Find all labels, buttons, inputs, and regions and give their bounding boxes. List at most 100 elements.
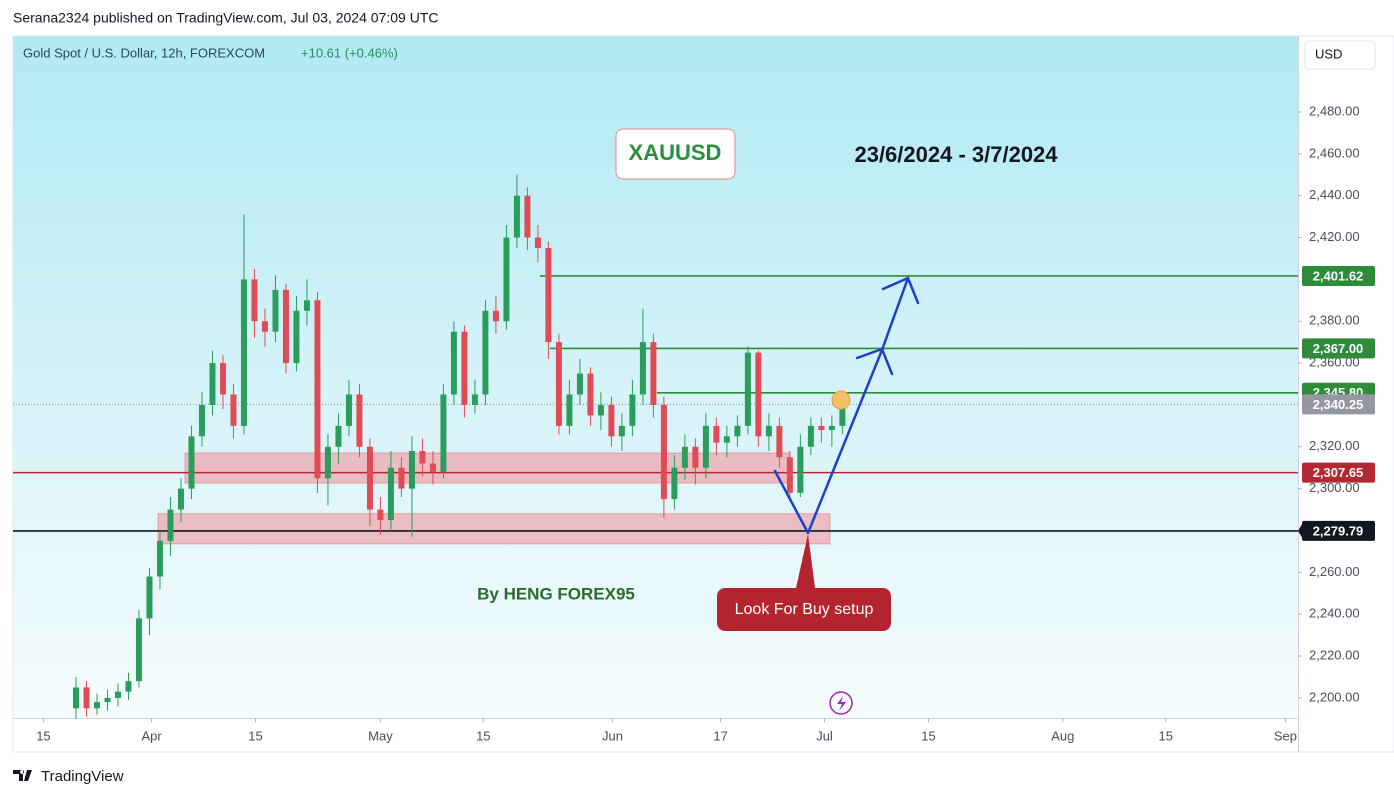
y-tick-label: 2,420.00 <box>1309 229 1360 244</box>
x-tick-label: 17 <box>713 728 727 743</box>
candle-body <box>566 394 573 426</box>
y-tick-label: 2,320.00 <box>1309 438 1360 453</box>
callout-box <box>717 534 891 631</box>
candle-body <box>639 342 646 395</box>
candle-body <box>135 618 142 682</box>
y-tick-label: 2,440.00 <box>1309 187 1360 202</box>
candle-body <box>282 289 289 364</box>
candle-body <box>366 446 373 510</box>
candle-body <box>387 467 394 521</box>
candle-body <box>450 331 457 395</box>
symbol-legend: Gold Spot / U.S. Dollar, 12h, FOREXCOM <box>23 45 265 60</box>
candle-body <box>324 446 331 479</box>
x-tick-label: Jul <box>816 728 833 743</box>
candle-body <box>104 697 111 703</box>
x-tick-label: 15 <box>921 728 935 743</box>
price-badge <box>1302 338 1375 359</box>
price-badge-label: 2,401.62 <box>1313 268 1364 283</box>
candle-body <box>335 425 342 447</box>
projection-arrow <box>773 276 920 535</box>
candle-body <box>744 352 751 426</box>
y-tick-label: 2,240.00 <box>1309 606 1360 621</box>
candle-body <box>219 363 226 395</box>
candle-body <box>608 404 615 437</box>
candle-body <box>240 279 247 426</box>
y-tick-label: 2,300.00 <box>1309 480 1360 495</box>
candle-body <box>723 436 730 443</box>
callout-text: Look For Buy setup <box>735 601 874 618</box>
candle-body <box>251 279 258 322</box>
candle-body <box>356 394 363 447</box>
candle-body <box>377 509 384 521</box>
candle-body <box>681 446 688 468</box>
y-tick-label: 2,480.00 <box>1309 103 1360 118</box>
candle-body <box>702 425 709 468</box>
candle-body <box>272 289 279 332</box>
y-tick-label: 2,380.00 <box>1309 313 1360 328</box>
title: XAUUSD <box>629 140 722 165</box>
candle-body <box>293 310 300 364</box>
x-tick-label: Sep <box>1274 728 1297 743</box>
candle-body <box>555 342 562 426</box>
candle-body <box>461 331 468 405</box>
x-tick-label: 15 <box>36 728 50 743</box>
zone <box>184 452 791 484</box>
candle-body <box>471 394 478 405</box>
x-tick-label: 15 <box>248 728 262 743</box>
candle-body <box>765 425 772 437</box>
candle-body <box>93 702 100 709</box>
candle-body <box>303 300 310 311</box>
candle-body <box>492 310 499 322</box>
candle-body <box>345 394 352 426</box>
candle-body <box>629 394 636 426</box>
candle-body <box>188 436 195 489</box>
x-tick-label: 15 <box>476 728 490 743</box>
candle-body <box>482 310 489 395</box>
price-badge-label: 2,279.79 <box>1313 523 1364 538</box>
candle-body <box>534 237 541 248</box>
change-legend: +10.61 (+0.46%) <box>301 45 398 60</box>
candle-body <box>125 681 132 692</box>
subtitle: 23/6/2024 - 3/7/2024 <box>854 142 1058 167</box>
y-tick-label: 2,220.00 <box>1309 647 1360 662</box>
y-tick-label: 2,260.00 <box>1309 564 1360 579</box>
candle-body <box>734 425 741 437</box>
currency-button[interactable] <box>1304 40 1376 70</box>
candle-body <box>818 425 825 431</box>
price-badge <box>1302 394 1375 415</box>
candle-body <box>587 373 594 416</box>
candle-body <box>755 352 762 437</box>
candle-body <box>797 446 804 493</box>
candle-body <box>429 463 436 472</box>
x-tick-label: Aug <box>1051 728 1074 743</box>
price-badge-label: 2,340.25 <box>1313 397 1364 412</box>
candle-body <box>576 373 583 395</box>
price-badge-label: 2,307.65 <box>1313 465 1364 480</box>
chart-frame <box>12 35 1394 753</box>
candle-body <box>524 195 531 238</box>
brand-logo <box>13 770 32 781</box>
candle-body <box>114 691 121 698</box>
candle-body <box>419 450 426 464</box>
candle-body <box>503 237 510 322</box>
lightning-icon <box>829 691 853 715</box>
candle-body <box>83 687 90 709</box>
price-badge <box>1302 520 1375 541</box>
candle-body <box>261 321 268 332</box>
candle-body <box>786 457 793 493</box>
candle-body <box>545 247 552 343</box>
y-tick-label: 2,200.00 <box>1309 689 1360 704</box>
candle-body <box>440 394 447 472</box>
lightning-icon <box>837 696 846 711</box>
title-box <box>615 128 736 180</box>
candle-body <box>177 488 184 510</box>
candle-body <box>618 425 625 437</box>
candle-body <box>398 467 405 489</box>
candle-body <box>828 425 835 431</box>
published-line: Serana2324 published on TradingView.com,… <box>13 10 438 26</box>
y-tick-label: 2,460.00 <box>1309 145 1360 160</box>
brand-name: TradingView <box>41 768 124 785</box>
candle-body <box>650 342 657 405</box>
